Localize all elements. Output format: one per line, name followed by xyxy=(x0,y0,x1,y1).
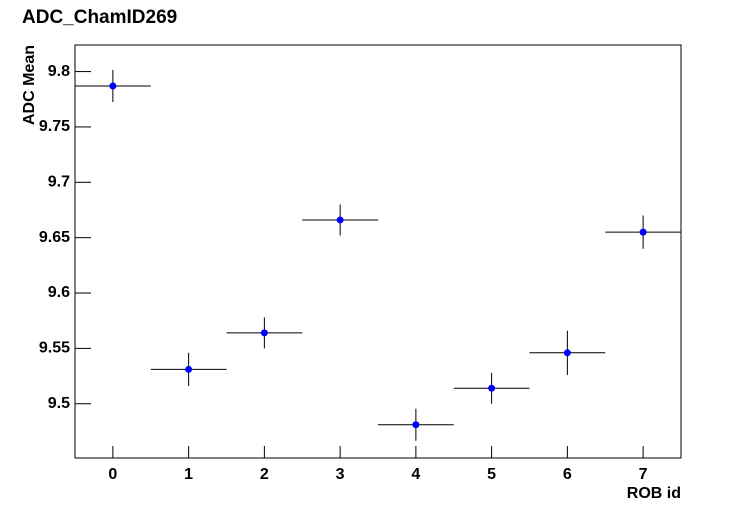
x-tick-label: 2 xyxy=(260,466,269,483)
data-point xyxy=(488,384,496,392)
y-tick-label: 9.8 xyxy=(48,63,70,80)
x-tick-label: 7 xyxy=(639,466,648,483)
data-point xyxy=(185,365,193,373)
data-point xyxy=(639,228,647,236)
x-tick-label: 6 xyxy=(563,466,572,483)
y-tick-label: 9.6 xyxy=(48,284,70,301)
chart-title: ADC_ChamID269 xyxy=(22,7,177,28)
y-axis-label: ADC Mean xyxy=(21,45,38,125)
x-axis-label: ROB id xyxy=(627,485,681,502)
data-point xyxy=(412,421,420,429)
data-point xyxy=(563,349,571,357)
y-tick-label: 9.75 xyxy=(39,118,70,135)
y-tick-label: 9.65 xyxy=(39,229,70,246)
y-tick-label: 9.7 xyxy=(48,174,70,191)
y-tick-label: 9.5 xyxy=(48,395,70,412)
y-tick-label: 9.55 xyxy=(39,340,70,357)
data-point xyxy=(260,329,268,337)
x-tick-label: 4 xyxy=(411,466,420,483)
data-point xyxy=(109,82,117,90)
data-point xyxy=(336,216,344,224)
x-tick-label: 1 xyxy=(184,466,193,483)
x-tick-label: 5 xyxy=(487,466,496,483)
plot-frame xyxy=(74,44,682,459)
x-tick-label: 3 xyxy=(336,466,345,483)
x-tick-label: 0 xyxy=(108,466,117,483)
